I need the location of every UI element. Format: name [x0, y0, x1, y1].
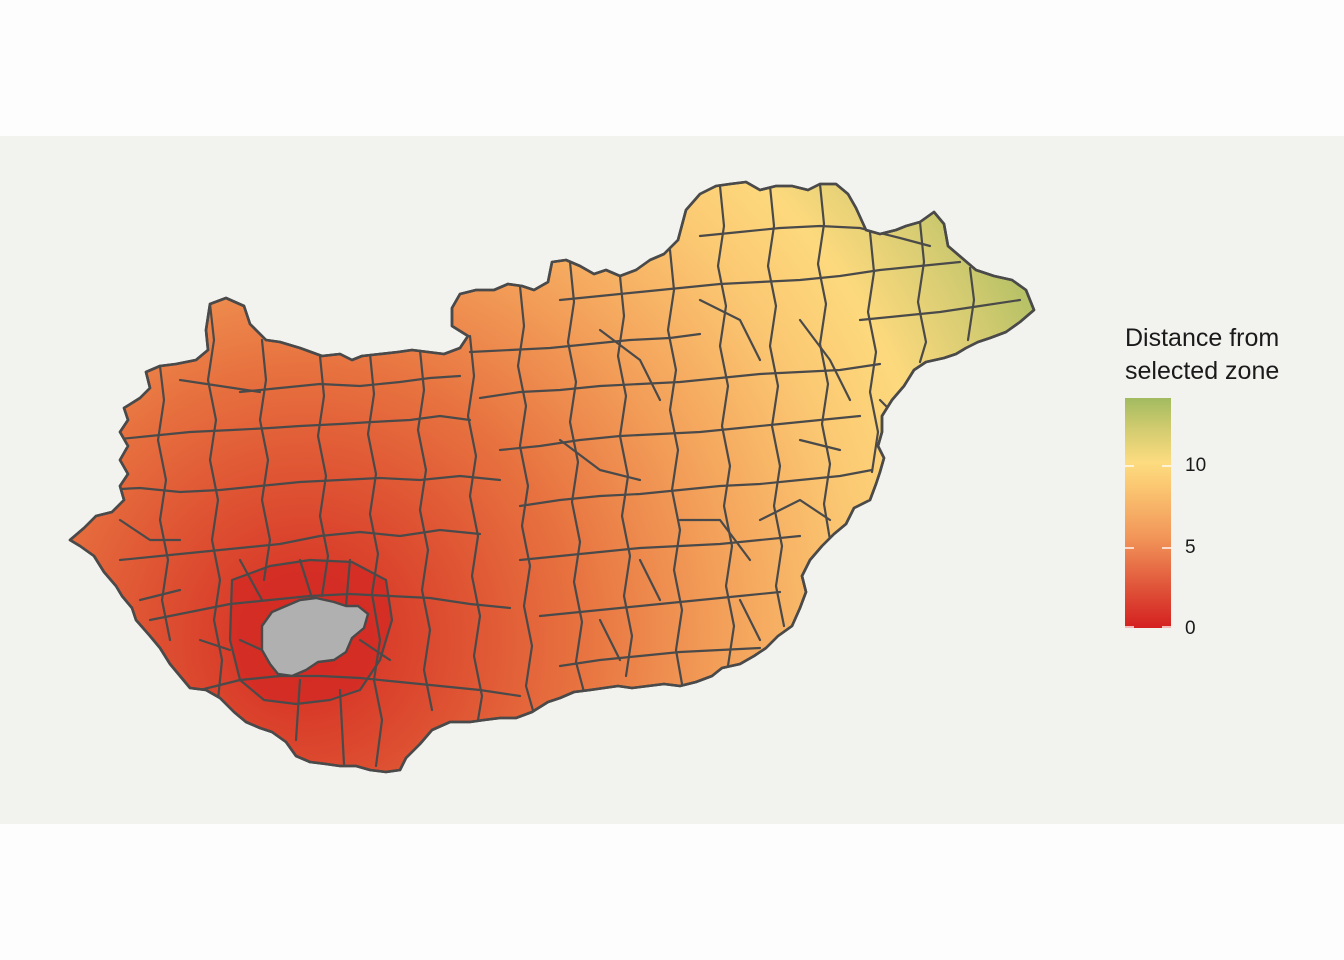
district-border	[366, 352, 384, 768]
district-border	[316, 354, 330, 598]
district-border	[148, 592, 512, 622]
district-border	[766, 184, 786, 628]
district-border	[206, 302, 224, 702]
district-border	[118, 528, 482, 562]
legend-title: Distance from selected zone	[1125, 322, 1279, 388]
country-outline	[68, 180, 1036, 774]
district-border	[466, 334, 484, 722]
district-border	[416, 348, 434, 712]
district-border	[516, 284, 536, 716]
legend-title-line1: Distance from	[1125, 324, 1280, 352]
district-border	[498, 414, 862, 452]
district-border	[566, 260, 586, 694]
legend-tick-10: 10	[1185, 455, 1207, 476]
district-border	[698, 224, 932, 248]
district-border	[716, 184, 736, 668]
selected-zone[interactable]	[260, 596, 370, 678]
legend-title-line2: selected zone	[1125, 357, 1280, 385]
legend-tick-0: 0	[1185, 618, 1196, 639]
district-border	[866, 230, 880, 474]
district-border	[816, 182, 832, 542]
district-border	[916, 220, 928, 364]
district-border	[558, 646, 762, 668]
district-border	[258, 338, 272, 582]
legend-colorbar	[1125, 398, 1171, 628]
district-border	[478, 362, 882, 400]
district-border	[178, 378, 262, 394]
district-border	[858, 298, 1022, 322]
district-border	[666, 248, 684, 686]
district-border	[518, 468, 874, 508]
district-border	[518, 534, 802, 562]
district-border	[966, 266, 976, 342]
legend: Distance from selected zone	[1125, 322, 1335, 652]
district-border	[598, 298, 902, 422]
district-border	[558, 438, 752, 662]
district-border	[98, 474, 502, 494]
district-border	[238, 558, 392, 766]
district-border	[198, 674, 522, 698]
district-border	[738, 438, 842, 642]
district-border	[118, 518, 232, 652]
district-border	[558, 260, 962, 302]
district-border	[238, 374, 462, 394]
legend-tick-5: 5	[1185, 537, 1196, 558]
